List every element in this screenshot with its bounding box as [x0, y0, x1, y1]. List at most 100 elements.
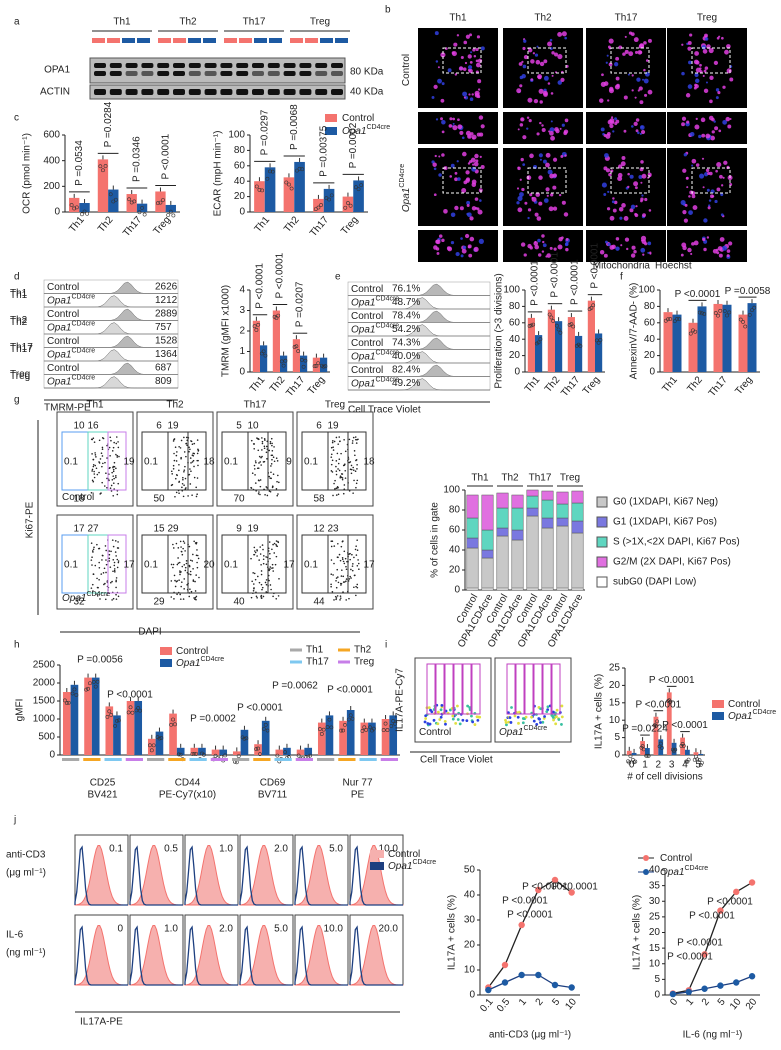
mito	[683, 218, 688, 223]
mito	[699, 70, 703, 74]
event	[192, 452, 194, 455]
y-axis-label: IL17A-PE-Cy7	[395, 668, 406, 732]
event	[112, 446, 115, 449]
y-tick-label: 60	[449, 525, 461, 536]
bar	[136, 203, 148, 212]
x-tick-label: Treg	[152, 215, 173, 238]
gate-value: 18	[363, 457, 375, 468]
mito	[517, 207, 523, 213]
event	[188, 450, 190, 453]
band	[299, 63, 312, 68]
band	[220, 89, 233, 95]
mito	[604, 240, 608, 244]
event	[252, 583, 255, 585]
dot	[128, 705, 133, 710]
legend-swatch	[596, 516, 608, 528]
event	[90, 559, 93, 561]
event	[271, 442, 273, 445]
mito	[617, 176, 623, 182]
x-tick-label: 2	[656, 760, 662, 771]
mito	[478, 115, 484, 120]
stack-segment	[481, 529, 494, 551]
mito	[474, 206, 478, 210]
mito	[681, 43, 684, 46]
y-tick-label: 20	[609, 680, 621, 691]
event	[111, 539, 114, 541]
mito	[723, 160, 728, 165]
gate-value: 58	[313, 494, 325, 505]
mito	[703, 69, 707, 73]
dot	[312, 364, 317, 369]
event	[183, 436, 185, 439]
event	[509, 721, 513, 724]
mito	[564, 118, 569, 123]
event	[259, 485, 262, 488]
x-tick-label: CD25	[90, 778, 116, 789]
micrograph	[586, 28, 666, 108]
dot	[591, 303, 596, 308]
mito	[717, 90, 721, 95]
gate	[187, 534, 207, 594]
bar	[680, 737, 685, 755]
event	[109, 581, 112, 584]
y-tick-label: 10	[464, 965, 476, 976]
stack-segment	[541, 587, 554, 591]
mito	[521, 118, 524, 121]
histo-value: 757	[155, 322, 172, 333]
event	[466, 704, 470, 708]
gate-value: 44	[313, 597, 325, 608]
p-value: P <0.0001	[590, 243, 601, 289]
mito	[720, 213, 724, 217]
mito	[636, 77, 641, 82]
mito	[479, 199, 482, 202]
mito	[600, 127, 605, 132]
subset-marker	[359, 758, 377, 761]
x-axis-label: Cell Trace Violet	[420, 755, 493, 766]
event	[273, 460, 276, 463]
event	[179, 570, 181, 572]
mito	[694, 124, 700, 130]
event	[251, 472, 254, 475]
mito	[688, 195, 691, 198]
mito	[682, 209, 687, 215]
mito	[440, 98, 445, 103]
event	[269, 440, 272, 443]
gate	[426, 663, 436, 715]
event	[174, 495, 176, 498]
mito	[694, 51, 699, 56]
mito	[542, 240, 545, 244]
mito	[519, 84, 523, 88]
histo-value: 40.0%	[392, 351, 420, 362]
y-tick-label: 0	[49, 750, 55, 761]
dot	[263, 722, 268, 727]
mito	[517, 195, 523, 201]
mito	[710, 189, 715, 194]
mito	[640, 197, 644, 201]
x-tick-label: Th1	[67, 214, 87, 235]
y-tick-label: 200	[43, 181, 60, 192]
mito	[466, 177, 471, 182]
event	[183, 542, 186, 544]
bar	[312, 357, 320, 372]
mito	[443, 209, 448, 214]
mito	[480, 124, 485, 129]
mito	[543, 159, 547, 164]
event	[172, 563, 175, 566]
event	[278, 577, 280, 580]
dot	[252, 324, 257, 329]
event	[352, 492, 354, 494]
gate-value: 17	[363, 560, 375, 571]
mito	[634, 213, 639, 218]
event	[253, 572, 256, 575]
dot	[319, 732, 324, 736]
band	[283, 89, 296, 95]
mito	[627, 73, 630, 76]
mito	[551, 51, 555, 55]
gate-value: 17	[73, 524, 85, 535]
mito	[475, 59, 479, 63]
row-unit: (μg ml⁻¹)	[6, 868, 46, 879]
dot	[295, 168, 299, 173]
mito	[630, 204, 636, 210]
mito	[611, 200, 615, 204]
event	[175, 542, 178, 545]
